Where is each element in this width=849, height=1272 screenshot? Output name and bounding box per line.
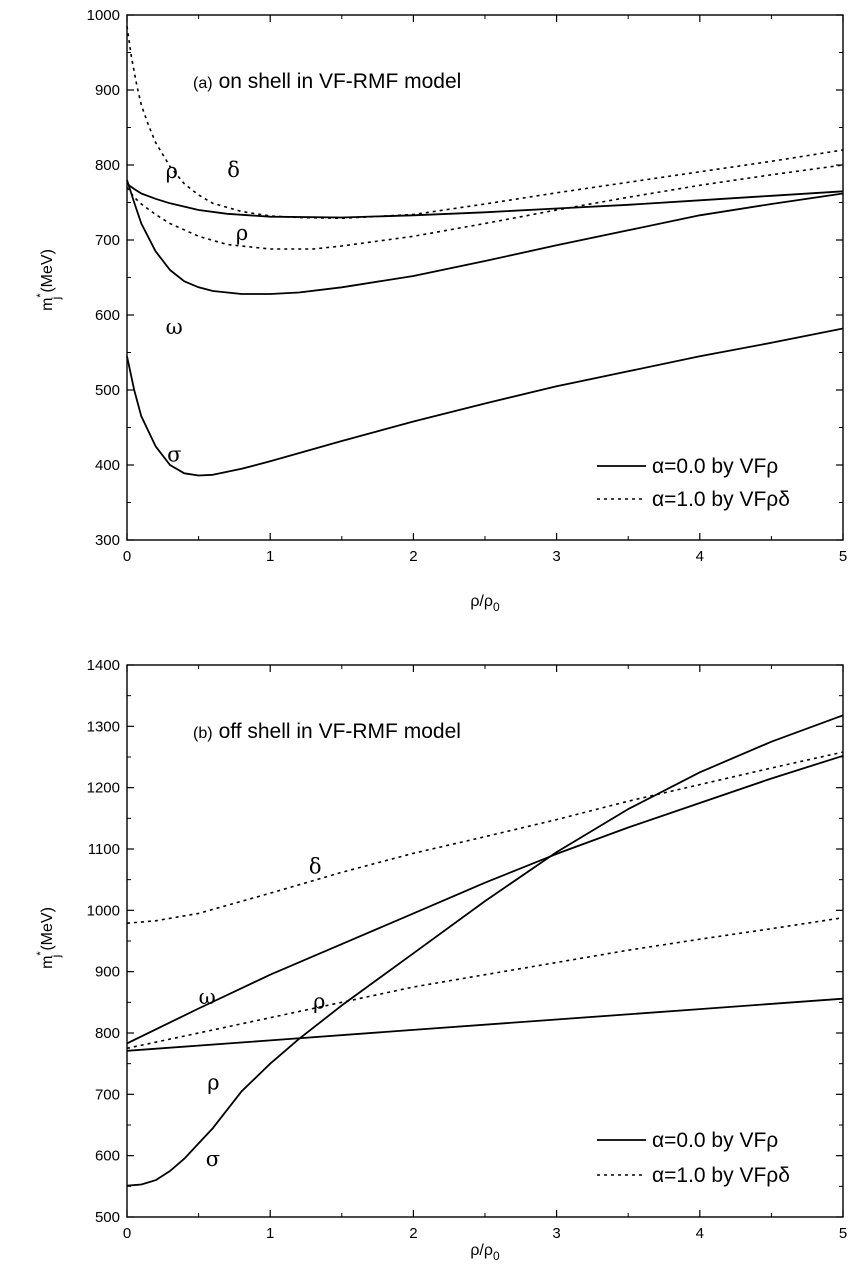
y-tick-label: 900 xyxy=(95,82,120,99)
y-tick-label: 700 xyxy=(95,1086,120,1103)
chart-panel-a: 0 1 2 3 4 53004005006007008009001000ρ/ρ0m*j(M… xyxy=(35,7,847,614)
series-label: σ xyxy=(167,442,181,466)
panel-annotation-text: on shell in VF-RMF model xyxy=(219,70,462,93)
y-tick-label: 500 xyxy=(95,382,120,399)
legend-label: α=0.0 by VFρ xyxy=(652,455,778,478)
y-axis-label-sub: j xyxy=(49,297,63,301)
series-line-solid-1 xyxy=(126,754,844,1045)
y-tick-label: 500 xyxy=(95,1209,120,1226)
series-label: δ xyxy=(309,855,322,879)
y-tick-label: 700 xyxy=(95,232,120,249)
x-tick-label: 4 xyxy=(696,1225,704,1242)
x-tick-label: 2 xyxy=(409,548,417,565)
series-label: ρ xyxy=(236,221,248,245)
y-axis-label-sub: j xyxy=(49,955,63,959)
series-label: ρ xyxy=(207,1070,219,1094)
panel-annotation-prefix: (a) xyxy=(193,75,213,92)
series-label: σ xyxy=(206,1147,220,1171)
series-label: ω xyxy=(166,315,183,339)
series-label: ρ xyxy=(166,159,178,183)
series-label: δ xyxy=(227,158,240,182)
legend-label: α=0.0 by VFρ xyxy=(652,1129,778,1152)
x-tick-label: 3 xyxy=(552,548,560,565)
series-line-solid-2 xyxy=(126,183,844,219)
y-tick-label: 400 xyxy=(95,457,120,474)
x-tick-label: 5 xyxy=(839,1225,847,1242)
panel-annotation: (b) off shell in VF-RMF model xyxy=(193,720,461,743)
y-tick-label: 900 xyxy=(95,964,120,981)
series-line-dashed-4 xyxy=(126,751,844,924)
y-tick-label: 1000 xyxy=(87,902,120,919)
legend-label: α=1.0 by VFρδ xyxy=(652,488,790,511)
x-axis-label-sub: 0 xyxy=(493,600,500,614)
series-line-solid-1 xyxy=(126,179,844,295)
y-axis-label: m*j (MeV) xyxy=(35,907,63,969)
y-axis-label-sup: * xyxy=(35,951,47,956)
y-tick-label: 800 xyxy=(95,1025,120,1042)
panel-annotation-prefix: (b) xyxy=(193,725,213,742)
y-axis-label-main: m xyxy=(39,298,56,311)
series-line-dashed-3 xyxy=(126,916,844,1050)
x-tick-label: 3 xyxy=(552,1225,560,1242)
x-axis-label-main: ρ/ρ xyxy=(470,1242,493,1259)
x-axis-label: ρ/ρ0 xyxy=(470,593,500,614)
series-line-dashed-4 xyxy=(126,26,844,220)
y-tick-label: 1100 xyxy=(88,841,120,858)
x-tick-label: 1 xyxy=(266,1225,274,1242)
x-tick-label: 0 xyxy=(123,1225,131,1242)
y-tick-label: 800 xyxy=(95,157,120,174)
y-tick-label: 1300 xyxy=(87,718,120,735)
x-axis-label: ρ/ρ0 xyxy=(470,1242,500,1263)
y-axis-label-unit: (MeV) xyxy=(39,249,56,293)
series-line-solid-0 xyxy=(126,714,844,1187)
x-axis-label-main: ρ/ρ xyxy=(470,593,493,610)
y-tick-label: 1200 xyxy=(87,780,120,797)
x-tick-label: 0 xyxy=(123,548,131,565)
y-axis-label-sup: * xyxy=(35,293,47,298)
x-tick-label: 2 xyxy=(409,1225,417,1242)
panel-annotation-text: off shell in VF-RMF model xyxy=(219,720,461,743)
y-axis-label-unit: (MeV) xyxy=(39,907,56,951)
x-axis-label-sub: 0 xyxy=(493,1249,500,1263)
series-label: ω xyxy=(199,985,216,1009)
y-tick-label: 600 xyxy=(95,307,120,324)
y-tick-label: 600 xyxy=(95,1148,120,1165)
y-axis-label: m*j (MeV) xyxy=(35,249,63,311)
y-axis-label-main: m xyxy=(39,956,56,969)
panel-annotation: (a) on shell in VF-RMF model xyxy=(193,70,461,93)
x-tick-label: 1 xyxy=(266,548,274,565)
series-line-solid-2 xyxy=(126,997,844,1052)
y-tick-label: 300 xyxy=(95,532,120,549)
series-line-dashed-3 xyxy=(126,164,844,250)
series-line-solid-0 xyxy=(126,327,844,477)
x-tick-label: 4 xyxy=(696,548,704,565)
y-tick-label: 1000 xyxy=(87,7,120,24)
series-label: ρ xyxy=(313,989,325,1013)
chart-panel-b: 0 1 2 3 4 5 500 600 700 800 900 1000 1100 1200 1300 140… xyxy=(35,657,847,1263)
legend-label: α=1.0 by VFρδ xyxy=(652,1164,790,1187)
y-tick-label: 1400 xyxy=(87,657,120,674)
x-tick-label: 5 xyxy=(839,548,847,565)
